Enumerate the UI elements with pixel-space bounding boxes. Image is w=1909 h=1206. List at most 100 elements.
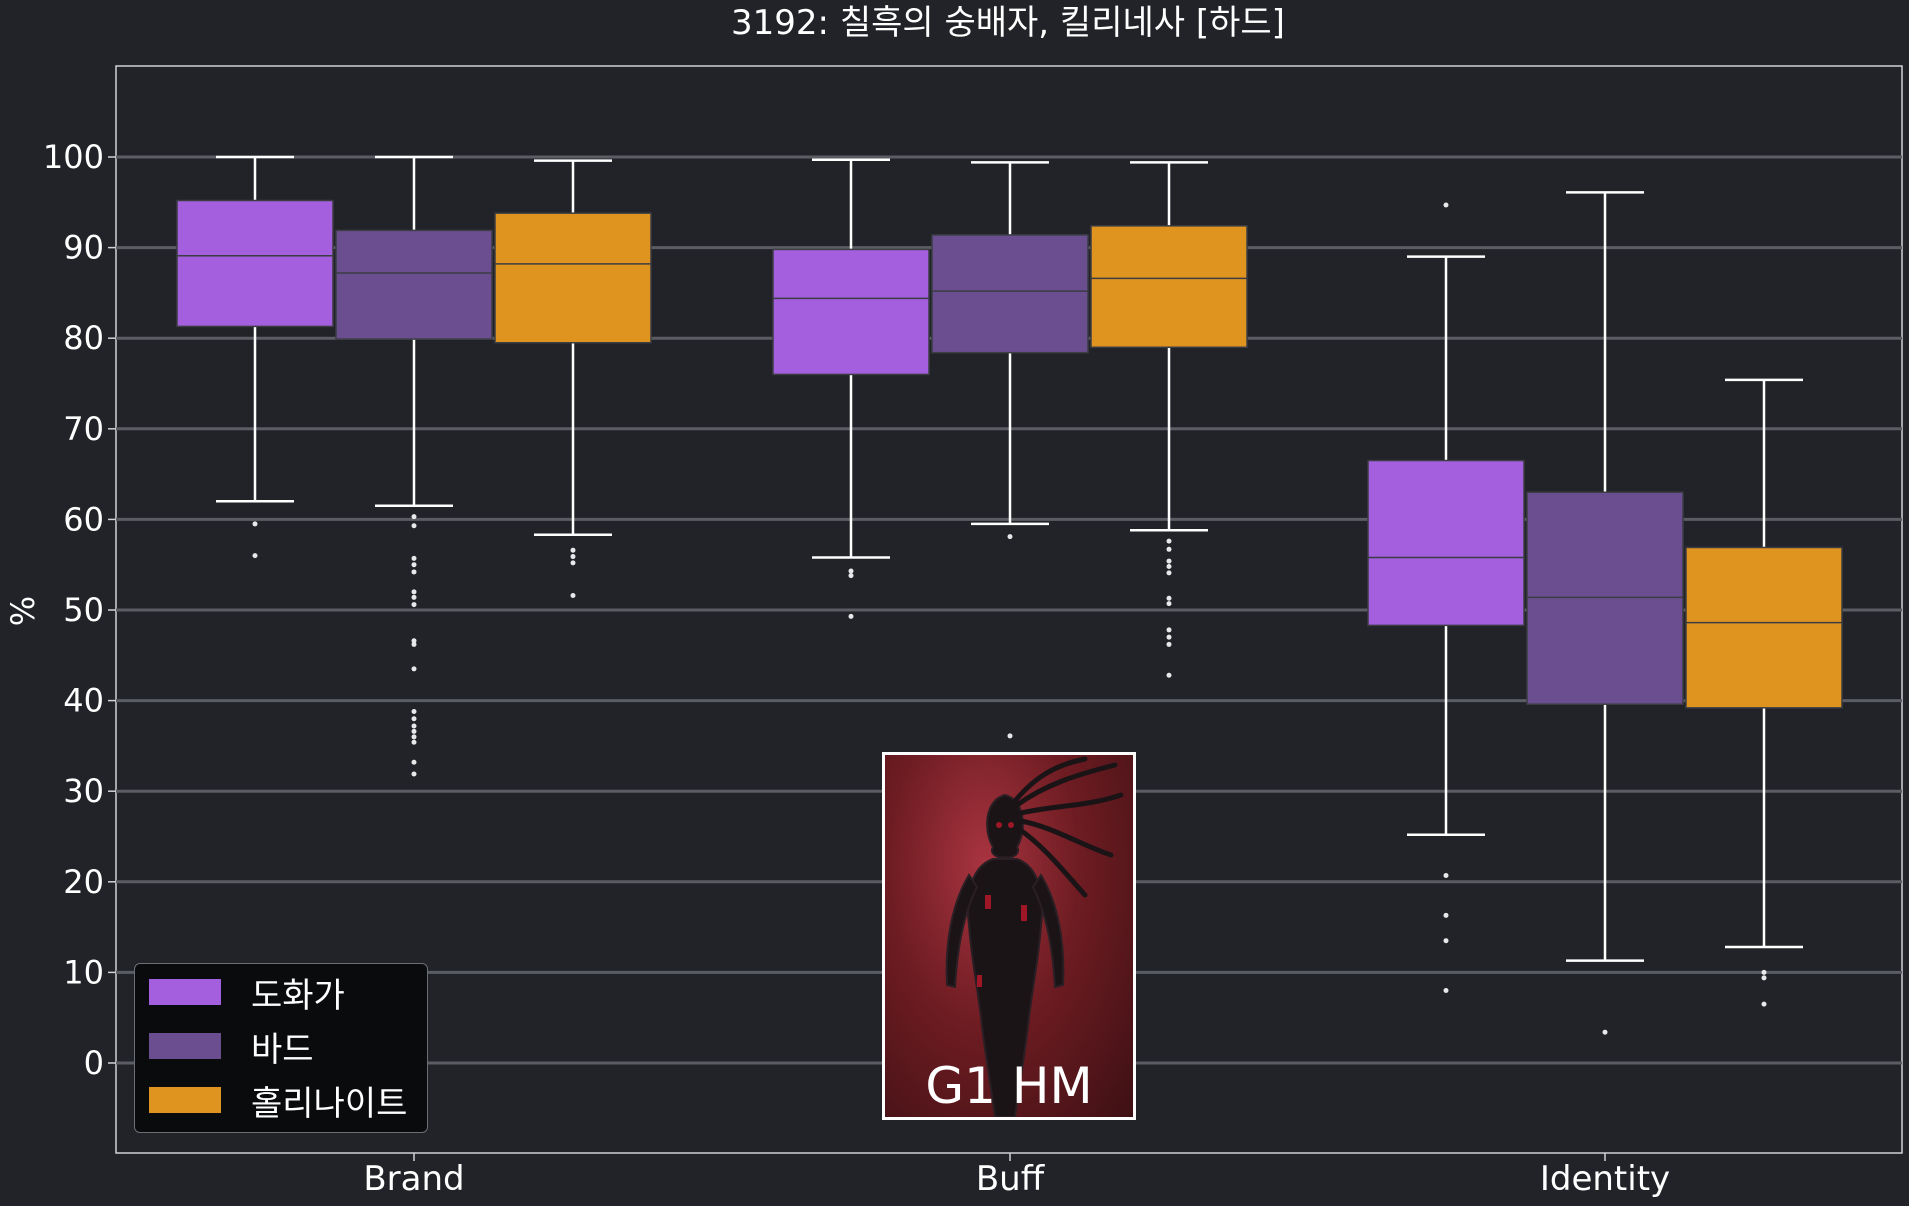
x-tick-label: Brand	[363, 1159, 464, 1199]
outlier-point	[1443, 872, 1449, 878]
box-group	[335, 155, 493, 777]
outlier-point	[411, 759, 417, 765]
boss-portrait-image	[945, 756, 1124, 1117]
outlier-point	[1443, 988, 1449, 994]
box-series	[176, 155, 1843, 1035]
outlier-point	[570, 560, 576, 566]
outlier-point	[411, 723, 417, 729]
outlier-point	[411, 708, 417, 714]
outlier-point	[848, 568, 854, 574]
y-axis-label: %	[4, 596, 42, 626]
y-tick-label: 50	[63, 591, 104, 629]
box-group	[494, 159, 652, 599]
y-tick-label: 90	[63, 229, 104, 267]
outlier-point	[1166, 634, 1172, 640]
outlier-point	[411, 514, 417, 520]
box-iqr	[1090, 225, 1248, 349]
outlier-point	[1166, 538, 1172, 544]
outlier-point	[1761, 969, 1767, 975]
legend-item-bard: 바드	[149, 1026, 314, 1070]
outlier-point	[570, 547, 576, 553]
outlier-point	[411, 569, 417, 575]
legend-swatch	[149, 1033, 221, 1059]
box-group	[1090, 161, 1248, 678]
legend-swatch	[149, 1087, 221, 1113]
outlier-point	[1166, 595, 1172, 601]
box-group	[1367, 202, 1525, 994]
outlier-point	[252, 521, 258, 527]
outlier-point	[411, 728, 417, 734]
outlier-point	[411, 589, 417, 595]
outlier-point	[1166, 601, 1172, 607]
outlier-point	[1007, 534, 1013, 540]
box-iqr	[1526, 491, 1684, 705]
y-tick-label: 30	[63, 772, 104, 810]
legend-label: 홀리나이트	[251, 1083, 408, 1124]
outlier-point	[411, 641, 417, 647]
outlier-point	[252, 553, 258, 559]
box-group	[772, 158, 930, 619]
boss-caption: G1 HM	[925, 1057, 1093, 1115]
box-iqr	[931, 234, 1089, 354]
outlier-point	[411, 666, 417, 672]
outlier-point	[411, 638, 417, 644]
outlier-point	[411, 716, 417, 722]
box-group	[1685, 378, 1843, 1007]
outlier-point	[1166, 570, 1172, 576]
legend-item-holyknight: 홀리나이트	[149, 1080, 407, 1124]
x-axis-ticks: Brand Buff Identity	[363, 1153, 1670, 1199]
legend: 도화가 바드 홀리나이트	[134, 963, 428, 1133]
y-tick-label: 10	[63, 953, 104, 991]
y-tick-label: 0	[84, 1044, 104, 1082]
outlier-point	[848, 613, 854, 619]
legend-swatch	[149, 979, 221, 1005]
box-iqr	[1685, 546, 1843, 709]
y-tick-label: 70	[63, 410, 104, 448]
outlier-point	[411, 523, 417, 529]
chart-title: 3192: 칠흑의 숭배자, 킬리네사 [하드]	[731, 3, 1285, 43]
y-tick-label: 80	[63, 319, 104, 357]
outlier-point	[411, 771, 417, 777]
box-iqr	[176, 199, 334, 328]
outlier-point	[1443, 202, 1449, 208]
box-iqr	[494, 212, 652, 344]
outlier-point	[411, 739, 417, 745]
legend-label: 도화가	[251, 975, 345, 1016]
x-tick-label: Identity	[1540, 1159, 1670, 1199]
outlier-point	[1166, 564, 1172, 570]
outlier-point	[1443, 912, 1449, 918]
outlier-point	[1007, 733, 1013, 739]
y-tick-label: 100	[43, 138, 104, 176]
x-tick-label: Buff	[976, 1159, 1046, 1199]
outlier-point	[411, 562, 417, 568]
y-tick-label: 40	[63, 682, 104, 720]
box-group	[176, 155, 334, 559]
legend-label: 바드	[251, 1029, 314, 1070]
outlier-point	[1761, 1001, 1767, 1007]
outlier-point	[411, 602, 417, 608]
outlier-point	[411, 594, 417, 600]
legend-item-dohwaga: 도화가	[149, 972, 345, 1016]
outlier-point	[411, 555, 417, 561]
outlier-point	[1166, 546, 1172, 552]
box-iqr	[1367, 459, 1525, 627]
box-group	[931, 161, 1089, 739]
box-iqr	[772, 248, 930, 376]
y-axis-ticks: 0 10 20 30 40 50 60 70 80 90 100	[43, 138, 116, 1082]
outlier-point	[1166, 558, 1172, 564]
boss-portrait-card: G1 HM	[882, 752, 1136, 1120]
box-group	[1526, 191, 1684, 1035]
outlier-point	[570, 554, 576, 560]
outlier-point	[1166, 672, 1172, 678]
outlier-point	[1761, 975, 1767, 981]
outlier-point	[1166, 641, 1172, 647]
outlier-point	[1602, 1029, 1608, 1035]
box-iqr	[335, 229, 493, 340]
outlier-point	[1443, 938, 1449, 944]
outlier-point	[411, 734, 417, 740]
outlier-point	[848, 573, 854, 579]
outlier-point	[570, 593, 576, 599]
outlier-point	[1166, 627, 1172, 633]
y-tick-label: 60	[63, 500, 104, 538]
